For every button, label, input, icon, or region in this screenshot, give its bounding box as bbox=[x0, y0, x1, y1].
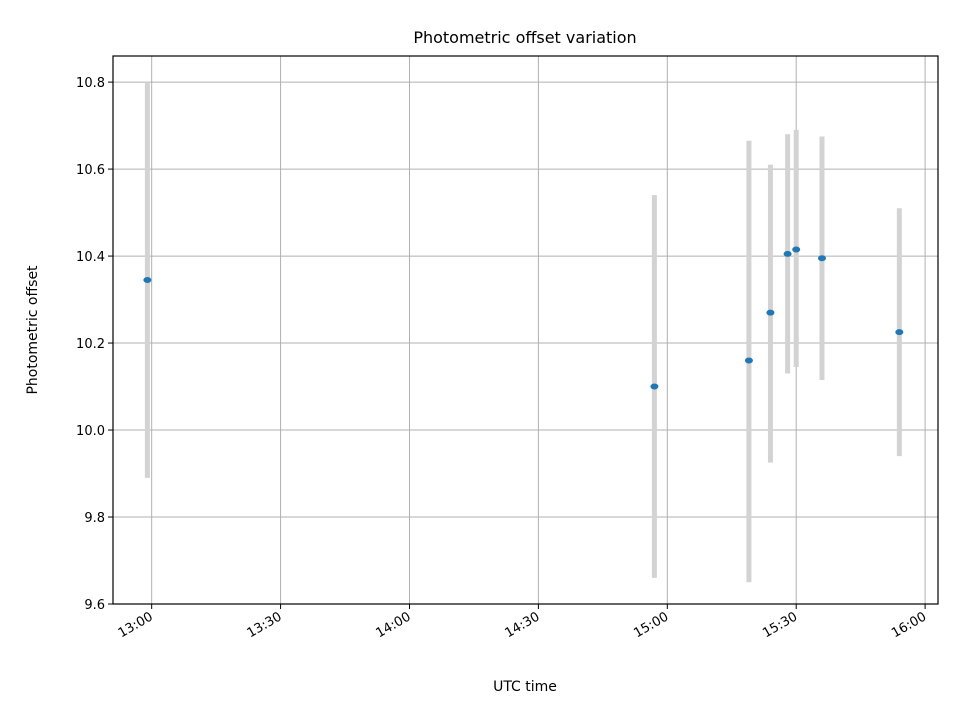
data-point-7 bbox=[895, 329, 904, 336]
y-tick-label-5: 10.6 bbox=[76, 163, 105, 178]
chart-title: Photometric offset variation bbox=[413, 28, 636, 47]
y-tick-label-0: 9.6 bbox=[84, 598, 105, 613]
data-point-1 bbox=[650, 383, 659, 390]
plot-frame bbox=[112, 55, 939, 605]
y-axis-label: Photometric offset bbox=[25, 265, 41, 395]
data-point-4 bbox=[783, 250, 792, 257]
data-point-6 bbox=[817, 255, 826, 262]
data-point-3 bbox=[766, 309, 775, 316]
y-tick-label-1: 9.8 bbox=[84, 511, 105, 526]
y-tick-label-3: 10.2 bbox=[76, 337, 105, 352]
y-tick-label-4: 10.4 bbox=[76, 250, 105, 265]
data-points bbox=[143, 246, 904, 390]
y-tick-label-6: 10.8 bbox=[76, 76, 105, 91]
y-tick-label-2: 10.0 bbox=[76, 424, 105, 439]
data-point-5 bbox=[792, 246, 801, 253]
x-axis-label: UTC time bbox=[493, 679, 557, 695]
data-point-2 bbox=[744, 357, 753, 364]
data-point-0 bbox=[143, 276, 152, 283]
y-axis-ticks: 9.6 9.8 10.0 10.2 10.4 10.6 10.8 bbox=[76, 76, 113, 613]
